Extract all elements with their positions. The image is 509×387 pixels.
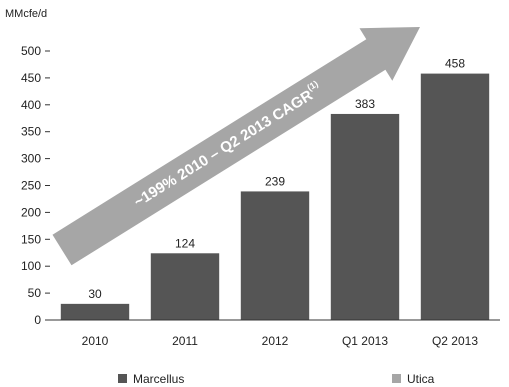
y-tick-label: 100 <box>21 259 41 273</box>
y-axis: 0 50 100 150 200 250 300 350 400 450 500 <box>21 44 50 327</box>
legend-swatch <box>118 374 127 383</box>
y-tick-label: 0 <box>34 313 41 327</box>
bar-value-label: 30 <box>88 287 102 301</box>
x-tick-label: 2011 <box>172 334 198 348</box>
y-tick-label: 250 <box>21 179 41 193</box>
legend-label: Utica <box>407 372 435 386</box>
bar <box>330 113 400 320</box>
bar-value-label: 458 <box>445 57 465 71</box>
y-tick-label: 400 <box>21 98 41 112</box>
cagr-annotation: ~199% 2010 – Q2 2013 CAGR(1) <box>130 79 326 211</box>
y-axis-title: MMcfe/d <box>5 8 47 20</box>
y-tick-label: 350 <box>21 125 41 139</box>
bars: 30 2010 124 2011 239 2012 383 Q1 2013 458 Q2 2013 <box>60 57 490 348</box>
x-tick-label: Q1 2013 <box>342 334 388 348</box>
bar-value-label: 124 <box>175 236 195 250</box>
legend-label: Marcellus <box>133 372 184 386</box>
y-tick-label: 200 <box>21 205 41 219</box>
bar <box>60 303 130 320</box>
legend-swatch <box>392 374 401 383</box>
y-tick-label: 50 <box>28 286 42 300</box>
x-tick-label: Q2 2013 <box>432 334 478 348</box>
y-tick-label: 300 <box>21 152 41 166</box>
legend: Marcellus Utica <box>118 372 435 386</box>
bar <box>240 191 310 320</box>
bar <box>420 73 490 320</box>
x-tick-label: 2012 <box>262 334 289 348</box>
y-tick-label: 450 <box>21 71 41 85</box>
bar-value-label: 239 <box>265 174 285 188</box>
cagr-annotation-superscript: (1) <box>305 79 320 93</box>
y-tick-label: 500 <box>21 44 41 58</box>
bar <box>150 253 220 320</box>
y-tick-label: 150 <box>21 232 41 246</box>
cagr-arrow-shape <box>52 27 420 266</box>
x-tick-label: 2010 <box>82 334 109 348</box>
bar-value-label: 383 <box>355 97 375 111</box>
